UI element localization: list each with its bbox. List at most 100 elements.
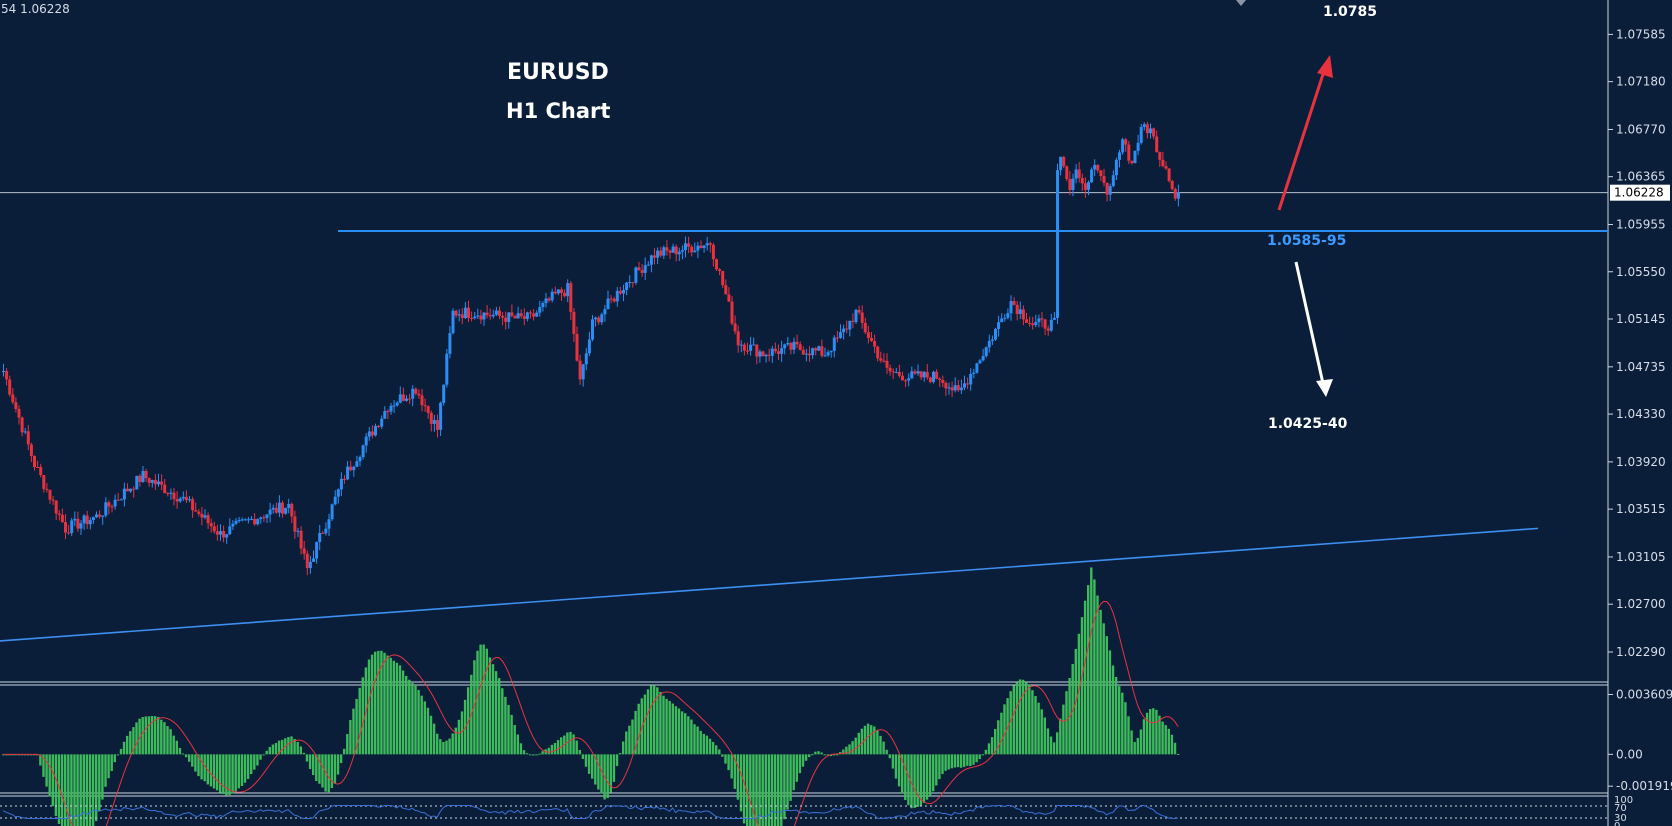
macd-bar	[587, 754, 591, 774]
candle	[978, 358, 982, 364]
macd-bar	[1124, 702, 1127, 755]
macd-bar	[122, 741, 126, 755]
macd-bar	[467, 687, 470, 755]
candle	[603, 304, 607, 322]
candle	[656, 247, 660, 265]
candle	[721, 270, 725, 288]
candle	[315, 541, 319, 564]
macd-bar	[649, 685, 653, 755]
macd-bar	[823, 754, 826, 756]
macd-bar	[420, 695, 423, 755]
macd-bar	[401, 670, 405, 755]
macd-bar	[575, 740, 578, 755]
candle	[1012, 297, 1016, 306]
candle	[600, 312, 604, 325]
candle	[560, 287, 563, 301]
candle	[203, 509, 207, 520]
candle	[516, 306, 520, 319]
macd-bar	[519, 743, 523, 755]
macd-bar	[355, 698, 358, 755]
candle	[200, 507, 204, 526]
candle	[891, 368, 895, 380]
candle	[798, 341, 802, 351]
macd-bar	[584, 754, 588, 767]
candle	[29, 442, 33, 462]
macd-bar	[271, 744, 275, 755]
candle	[1071, 173, 1075, 197]
osc-tick-label: 70	[1614, 803, 1627, 814]
bullish-scenario-arrow	[1277, 55, 1333, 211]
candle	[160, 474, 164, 491]
candle	[1096, 164, 1100, 173]
candle	[253, 513, 257, 526]
macd-bar	[882, 741, 885, 755]
candle	[339, 472, 343, 496]
candle	[1052, 312, 1056, 321]
candle	[442, 384, 446, 406]
macd-bar	[178, 747, 182, 755]
candle	[637, 261, 641, 271]
price-tick-label: 1.07180	[1616, 75, 1666, 89]
macd-bar	[665, 698, 668, 755]
macd-bar	[172, 735, 175, 755]
candle	[222, 525, 226, 543]
macd-bar	[395, 662, 399, 755]
candle	[1009, 295, 1013, 321]
candle	[82, 514, 86, 530]
macd-bar	[101, 754, 104, 800]
candle	[104, 497, 108, 518]
candle	[739, 340, 743, 353]
macd-bar	[290, 736, 293, 755]
candle	[733, 315, 737, 335]
candle	[1170, 179, 1174, 191]
macd-bar	[1056, 732, 1059, 755]
macd-bar	[240, 754, 244, 786]
candle	[439, 401, 443, 437]
candle	[147, 477, 151, 487]
candle	[39, 463, 43, 478]
candle	[20, 416, 24, 437]
macd-bar	[625, 731, 628, 755]
candle	[553, 286, 557, 295]
macd-bar	[730, 754, 733, 779]
macd-bar	[119, 748, 123, 755]
macd-bar	[219, 754, 222, 793]
candle	[429, 410, 433, 432]
macd-bar	[423, 701, 426, 755]
macd-bar	[566, 732, 569, 755]
macd-bar	[163, 722, 166, 755]
macd-tick-label: -0.001919	[1616, 779, 1672, 793]
candle	[674, 244, 678, 262]
macd-bar	[755, 754, 758, 826]
candle	[863, 317, 867, 335]
ascending-trendline	[0, 527, 1539, 642]
candle	[873, 334, 877, 354]
macd-bar	[504, 696, 507, 755]
candle	[761, 350, 765, 357]
macd-bar	[842, 749, 845, 755]
macd-bar	[752, 754, 755, 826]
macd-bar	[870, 725, 873, 755]
candle	[457, 309, 461, 322]
macd-bar	[293, 738, 296, 755]
macd-bar	[618, 753, 622, 755]
macd-bar	[1018, 679, 1022, 755]
macd-bar	[95, 754, 98, 822]
macd-bar	[597, 754, 600, 790]
candle	[476, 308, 480, 320]
macd-bar	[684, 713, 687, 755]
macd-bar	[938, 754, 941, 780]
macd-bar	[1077, 633, 1081, 755]
candle	[625, 281, 629, 296]
candle	[783, 343, 787, 355]
macd-bar	[578, 750, 581, 755]
macd-bar	[485, 648, 488, 755]
macd-bar	[1145, 712, 1149, 755]
macd-bar	[1087, 585, 1090, 755]
candle	[2, 363, 5, 377]
candle	[1118, 149, 1121, 168]
candle	[1065, 165, 1069, 182]
candle	[727, 287, 731, 303]
candle	[653, 248, 656, 265]
